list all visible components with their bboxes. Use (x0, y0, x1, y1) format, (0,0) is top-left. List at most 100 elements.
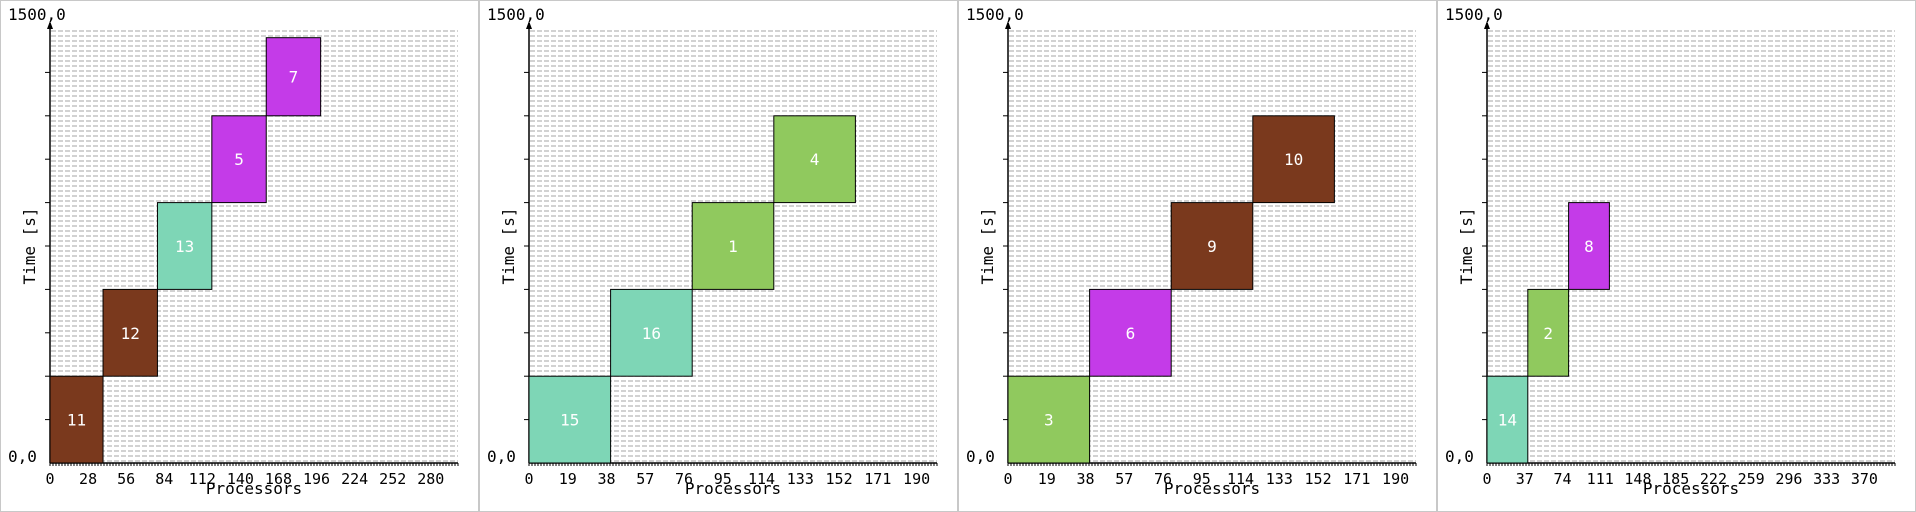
x-tick-label: 140 (227, 470, 254, 488)
y-max-label: 1500,0 (8, 5, 66, 24)
x-tick-label: 196 (303, 470, 330, 488)
y-axis-arrow (1005, 21, 1011, 29)
job-label-16: 16 (642, 324, 661, 343)
x-tick-label: 222 (1700, 470, 1727, 488)
x-tick-label: 259 (1738, 470, 1765, 488)
x-tick-label: 0 (1482, 470, 1491, 488)
chart-panel-2: 0 19 38 57 76 95 114 133 152 171 190 1500,0 0,0 Proce… (479, 0, 958, 512)
job-bar-7 (265, 37, 322, 117)
x-tick-label: 171 (1343, 470, 1370, 488)
y-axis-title: Time [s] (499, 207, 518, 284)
chart-panel-3: 0 19 38 57 76 95 114 133 152 171 190 1500,0 0,0 Proce… (958, 0, 1437, 512)
x-tick-label: 185 (1662, 470, 1689, 488)
y-axis-title: Time [s] (978, 207, 997, 284)
y-min-label: 0,0 (1445, 447, 1474, 466)
job-bar-12 (102, 288, 158, 377)
job-bars: 11 12 13 5 7 (49, 37, 322, 464)
job-bar-6 (1089, 288, 1172, 377)
job-bar-16 (610, 288, 693, 377)
x-tick-label: 95 (1193, 470, 1211, 488)
job-label-10: 10 (1284, 150, 1303, 169)
x-tick-label: 133 (787, 470, 814, 488)
x-tick-label: 224 (341, 470, 368, 488)
job-bars: 15 16 1 4 (528, 115, 856, 464)
y-max-label: 1500,0 (1445, 5, 1503, 24)
x-tick-label: 0 (1003, 470, 1012, 488)
job-bar-13 (156, 202, 213, 290)
grid-lines (1009, 30, 1416, 462)
job-label-9: 9 (1207, 237, 1217, 256)
job-label-13: 13 (175, 237, 194, 256)
x-tick-label: 112 (189, 470, 216, 488)
job-bars: 3 6 9 10 (1007, 115, 1335, 464)
job-bar-4 (773, 115, 856, 204)
y-axis-title: Time [s] (1457, 207, 1476, 284)
x-tick-label: 133 (1266, 470, 1293, 488)
x-tick-label: 280 (417, 470, 444, 488)
job-bar-10 (1252, 115, 1335, 204)
x-tick-label: 0 (524, 470, 533, 488)
job-bar-8 (1568, 202, 1610, 290)
job-label-3: 3 (1044, 411, 1054, 430)
y-min-label: 0,0 (487, 447, 516, 466)
x-tick-label: 38 (597, 470, 615, 488)
x-tick-label: 190 (1382, 470, 1409, 488)
x-tick-label: 252 (379, 470, 406, 488)
x-tick-label: 152 (826, 470, 853, 488)
x-axis-title: Processors (1643, 479, 1739, 498)
x-tick-label: 57 (636, 470, 654, 488)
job-label-2: 2 (1543, 324, 1553, 343)
job-bar-15 (528, 375, 612, 464)
y-min-label: 0,0 (8, 447, 37, 466)
y-axis-arrow (47, 21, 53, 29)
job-bar-1 (691, 202, 775, 290)
x-tick-label: 190 (903, 470, 930, 488)
x-tick-label: 148 (1624, 470, 1651, 488)
job-label-8: 8 (1584, 237, 1594, 256)
grid-lines (530, 30, 937, 462)
job-label-14: 14 (1498, 411, 1517, 430)
y-max-label: 1500,0 (487, 5, 545, 24)
x-tick-label: 84 (155, 470, 173, 488)
job-label-7: 7 (289, 68, 299, 87)
x-tick-label: 114 (1227, 470, 1254, 488)
x-tick-label: 28 (79, 470, 97, 488)
job-bar-2 (1527, 288, 1570, 377)
y-min-label: 0,0 (966, 447, 995, 466)
job-label-6: 6 (1126, 324, 1136, 343)
job-bar-11 (49, 375, 104, 464)
x-tick-label: 0 (45, 470, 54, 488)
chart-panel-4: 0 37 74 111 148 185 222 259 296 333 3701500,00,0Pr… (1437, 0, 1916, 512)
job-bars: 14 2 8 (1486, 202, 1610, 464)
grid-lines (1488, 30, 1895, 462)
x-tick-label: 152 (1305, 470, 1332, 488)
job-label-5: 5 (234, 150, 244, 169)
job-label-12: 12 (121, 324, 140, 343)
x-tick-label: 296 (1775, 470, 1802, 488)
job-label-4: 4 (810, 150, 820, 169)
job-bar-14 (1486, 375, 1529, 464)
x-tick-label: 111 (1587, 470, 1614, 488)
y-axis-arrow (526, 21, 532, 29)
x-tick-label: 171 (864, 470, 891, 488)
x-axis-title: Processors (206, 479, 302, 498)
chart-panel-1: 0 28 56 84 112 140 168 196 224 252 280 1500,0 0,0 Pro… (0, 0, 479, 512)
x-tick-label: 114 (748, 470, 775, 488)
x-tick-label: 37 (1516, 470, 1534, 488)
x-tick-label: 95 (714, 470, 732, 488)
job-label-15: 15 (560, 411, 579, 430)
job-label-11: 11 (67, 411, 86, 430)
job-bar-5 (211, 115, 267, 204)
x-tick-label: 19 (1038, 470, 1056, 488)
x-tick-label: 370 (1851, 470, 1878, 488)
x-tick-label: 74 (1553, 470, 1571, 488)
x-axis-title: Processors (1164, 479, 1260, 498)
x-tick-label: 76 (675, 470, 693, 488)
job-label-1: 1 (728, 237, 738, 256)
x-tick-label: 333 (1813, 470, 1840, 488)
x-tick-label: 19 (559, 470, 577, 488)
y-max-label: 1500,0 (966, 5, 1024, 24)
job-bar-3 (1007, 375, 1091, 464)
x-tick-label: 57 (1115, 470, 1133, 488)
